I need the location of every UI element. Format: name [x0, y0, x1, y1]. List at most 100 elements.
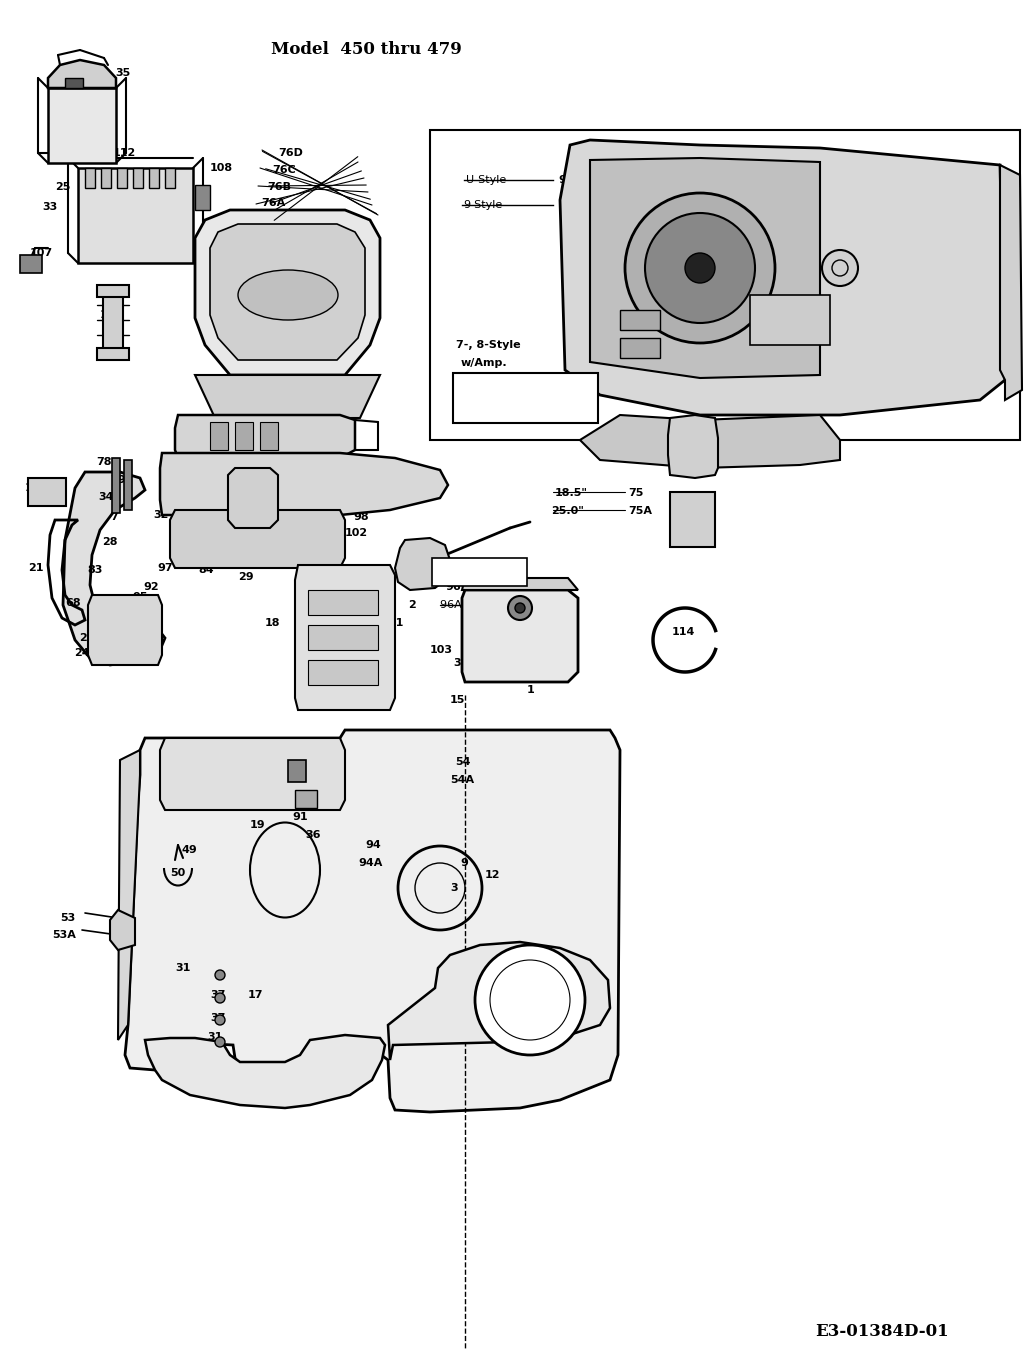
- Text: 97: 97: [575, 345, 590, 355]
- Bar: [430, 130, 1020, 439]
- Text: 7-, 8-Style: 7-, 8-Style: [456, 340, 520, 350]
- Bar: [97, 348, 129, 360]
- Text: 97B: 97B: [558, 200, 582, 209]
- Text: 104: 104: [323, 672, 347, 682]
- Text: 2: 2: [408, 600, 416, 611]
- Text: 94: 94: [364, 498, 380, 508]
- Polygon shape: [160, 453, 448, 515]
- Polygon shape: [195, 375, 380, 418]
- Bar: [670, 491, 715, 548]
- Bar: [149, 168, 159, 188]
- Text: 111: 111: [100, 309, 123, 320]
- Polygon shape: [295, 565, 395, 711]
- Polygon shape: [160, 738, 345, 810]
- Polygon shape: [560, 140, 1005, 415]
- Polygon shape: [388, 942, 610, 1060]
- Text: 3: 3: [453, 658, 460, 668]
- Text: 9: 9: [473, 617, 481, 628]
- Text: 8-Style: 8-Style: [461, 378, 505, 387]
- Text: 112: 112: [112, 148, 136, 157]
- Text: 19: 19: [250, 820, 265, 830]
- Polygon shape: [170, 511, 345, 568]
- Text: 15: 15: [450, 695, 465, 705]
- Text: 79: 79: [110, 475, 126, 485]
- Text: 11: 11: [518, 628, 534, 638]
- Text: 21: 21: [28, 563, 43, 574]
- Polygon shape: [49, 60, 116, 88]
- Polygon shape: [118, 750, 140, 1040]
- Text: 14: 14: [305, 580, 321, 590]
- Text: 73: 73: [697, 497, 712, 507]
- Polygon shape: [125, 730, 620, 1112]
- Text: 35: 35: [115, 68, 130, 78]
- Text: 31: 31: [207, 1032, 222, 1042]
- Text: 18.5": 18.5": [555, 487, 588, 498]
- Bar: [308, 590, 378, 615]
- Circle shape: [215, 1014, 225, 1025]
- Text: 54A: 54A: [450, 775, 474, 784]
- Text: 73: 73: [695, 424, 710, 435]
- Polygon shape: [209, 225, 365, 360]
- Text: w/Amp.: w/Amp.: [461, 359, 508, 368]
- Bar: [432, 559, 527, 586]
- Text: 8: 8: [308, 511, 316, 520]
- Text: 83: 83: [87, 565, 102, 575]
- Text: 76D: 76D: [278, 148, 302, 157]
- Text: 96: 96: [445, 582, 460, 591]
- Text: 75: 75: [628, 487, 643, 498]
- Bar: [133, 168, 143, 188]
- Circle shape: [645, 214, 755, 323]
- Text: 26: 26: [195, 444, 211, 453]
- Text: 54: 54: [455, 757, 471, 767]
- Bar: [260, 422, 278, 450]
- Polygon shape: [1000, 166, 1022, 400]
- Text: 73: 73: [376, 487, 391, 497]
- Text: 23: 23: [225, 497, 240, 507]
- Text: 25: 25: [55, 182, 70, 192]
- Text: 94: 94: [365, 841, 381, 850]
- Bar: [101, 168, 111, 188]
- Text: 107: 107: [30, 248, 53, 257]
- Polygon shape: [395, 538, 450, 590]
- Text: 3: 3: [450, 883, 457, 893]
- Text: 9-Style: 9-Style: [463, 200, 503, 209]
- Polygon shape: [110, 910, 135, 950]
- Text: 102: 102: [345, 528, 368, 538]
- Text: 76B: 76B: [267, 182, 291, 192]
- Text: 18: 18: [265, 617, 281, 628]
- Bar: [117, 168, 127, 188]
- Text: w/o Amp.: w/o Amp.: [456, 397, 514, 407]
- Circle shape: [625, 193, 775, 344]
- Text: 24: 24: [87, 617, 102, 628]
- Bar: [620, 338, 660, 359]
- Text: 96A w/o Amp.: 96A w/o Amp.: [440, 600, 517, 611]
- Bar: [209, 422, 228, 450]
- Text: 97: 97: [157, 563, 172, 574]
- Text: 94A: 94A: [358, 858, 383, 868]
- Bar: [124, 460, 132, 511]
- Circle shape: [215, 993, 225, 1003]
- Bar: [28, 478, 66, 507]
- Text: 9: 9: [460, 858, 467, 868]
- Text: 113: 113: [25, 483, 49, 493]
- Text: 16: 16: [558, 652, 574, 663]
- Circle shape: [475, 945, 585, 1055]
- Circle shape: [515, 602, 525, 613]
- Polygon shape: [668, 415, 718, 478]
- Text: 76C: 76C: [272, 166, 296, 175]
- Text: U-Style: U-Style: [466, 175, 507, 185]
- Circle shape: [215, 1036, 225, 1047]
- Text: 13: 13: [316, 507, 331, 517]
- Text: 92: 92: [143, 582, 159, 591]
- Circle shape: [823, 251, 858, 286]
- Bar: [295, 790, 317, 808]
- Bar: [85, 168, 95, 188]
- Bar: [288, 760, 307, 782]
- Bar: [620, 309, 660, 330]
- Text: 5: 5: [315, 617, 323, 628]
- Text: 37: 37: [209, 1013, 225, 1023]
- Text: 29: 29: [238, 572, 254, 582]
- Text: 97A: 97A: [565, 387, 589, 398]
- Text: 12: 12: [245, 487, 260, 497]
- Circle shape: [508, 596, 533, 620]
